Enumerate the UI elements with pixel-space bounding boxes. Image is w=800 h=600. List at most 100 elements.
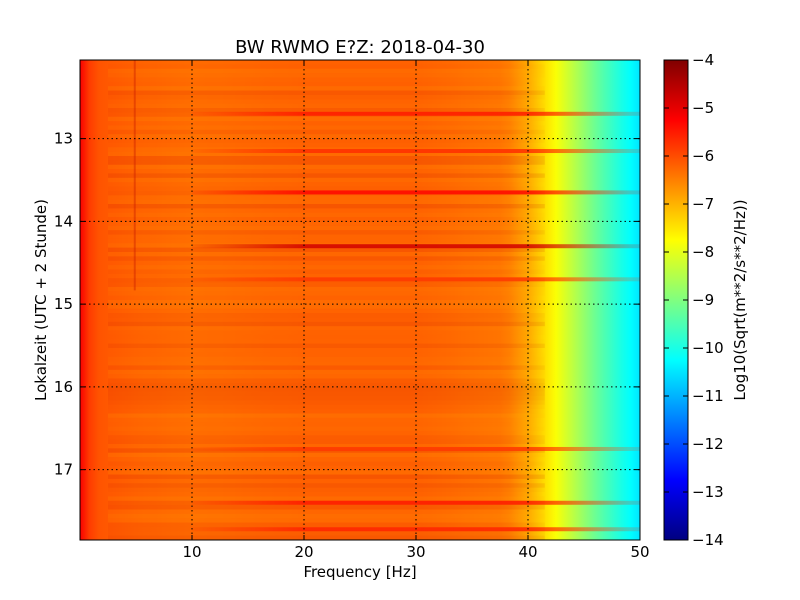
spectrogram-row [108, 99, 545, 103]
spectrogram-row [108, 479, 545, 483]
spectrogram-row [108, 444, 545, 449]
spectrogram-row [108, 95, 545, 99]
spectrogram-row [108, 282, 545, 287]
spectrogram-row [108, 139, 545, 143]
x-tick-label: 10 [182, 543, 201, 561]
colorbar-tick-label: −14 [692, 531, 724, 549]
spectrogram-row [108, 535, 545, 540]
spectrogram-row [108, 151, 545, 156]
spectrogram-row [108, 269, 545, 273]
colorbar-tick-label: −9 [692, 291, 714, 309]
spectrogram-row [108, 103, 545, 108]
spectrogram-row [108, 156, 545, 161]
x-tick-label: 30 [406, 543, 425, 561]
y-tick-label: 14 [54, 212, 73, 230]
spectrogram-row [108, 522, 545, 527]
spectrogram-band [192, 244, 640, 249]
spectrogram-row [108, 160, 545, 165]
colorbar-tick-label: −7 [692, 195, 714, 213]
spectrogram-row [108, 291, 545, 296]
spectrogram-row [108, 195, 545, 200]
spectrogram-row [108, 431, 545, 435]
spectrogram-row [108, 452, 545, 458]
spectrogram-row [108, 426, 545, 431]
x-tick-label: 40 [518, 543, 537, 561]
spectrogram-row [108, 221, 545, 226]
spectrogram-row [108, 378, 545, 383]
spectrogram-row [108, 225, 545, 231]
colorbar-ticks: −4 −5 −6 −7 −8 −9 −10 −11 −12 −13 −14 [664, 51, 724, 549]
y-tick-label: 17 [54, 461, 73, 479]
spectrogram-background [80, 60, 640, 540]
spectrogram-row [108, 417, 545, 423]
colorbar-tick-label: −6 [692, 147, 714, 165]
colorbar-tick-label: −11 [692, 387, 724, 405]
spectrogram-streak [133, 60, 136, 291]
spectrogram-row [108, 64, 545, 68]
spectrogram-row [108, 331, 545, 335]
spectrogram-row [108, 404, 545, 410]
spectrogram-row [108, 60, 545, 64]
spectrogram-row [108, 317, 545, 322]
chart-title: BW RWMO E?Z: 2018-04-30 [235, 37, 485, 58]
spectrogram-row [108, 143, 545, 147]
spectrogram-row [108, 304, 545, 309]
spectrogram-row [108, 439, 545, 444]
spectrogram-row [108, 169, 545, 173]
spectrogram-row [108, 199, 545, 204]
grid-lines [80, 60, 640, 540]
x-axis-label: Frequency [Hz] [303, 563, 416, 581]
spectrogram-row [108, 509, 545, 514]
spectrogram-row [108, 230, 545, 235]
spectrogram-row [108, 518, 545, 523]
spectrogram-row [108, 326, 545, 331]
y-tick-label: 16 [54, 378, 73, 396]
spectrogram-row [108, 466, 545, 470]
spectrogram-row [108, 116, 545, 122]
plot-frame [79, 59, 641, 541]
spectrogram-row [108, 343, 545, 348]
spectrogram-row [108, 134, 545, 139]
spectrogram-row [108, 365, 545, 370]
y-tick-label: 13 [54, 130, 73, 148]
spectrogram-row [108, 492, 545, 496]
spectrogram-row [108, 435, 545, 440]
y-axis-label: Lokalzeit (UTC + 2 Stunde) [32, 199, 50, 401]
spectrogram-row [108, 286, 545, 292]
spectrogram-row [108, 173, 545, 178]
spectrogram-row [108, 68, 545, 74]
spectrogram-row [108, 217, 545, 221]
spectrogram-row [108, 335, 545, 339]
spectrogram-row [108, 187, 545, 191]
spectrogram-row [108, 382, 545, 388]
x-tick-label: 50 [630, 543, 649, 561]
spectrogram-row [108, 409, 545, 413]
spectrogram-row [108, 73, 545, 78]
spectrogram-row [108, 374, 545, 379]
spectrogram-row [108, 212, 545, 218]
spectrogram-row [108, 496, 545, 501]
spectrogram-row [108, 474, 545, 479]
colorbar-tick-label: −10 [692, 339, 724, 357]
spectrogram-row [108, 77, 545, 81]
colorbar-tick-label: −8 [692, 243, 714, 261]
spectrogram-band [192, 111, 640, 116]
plot-area [79, 59, 641, 541]
spectrogram-row [108, 396, 545, 401]
spectrogram-row [108, 457, 545, 462]
spectrogram-row [108, 208, 545, 212]
spectrogram-row [108, 204, 545, 209]
spectrogram-row [108, 296, 545, 300]
spectrogram-row [108, 470, 545, 475]
spectrogram-row [108, 513, 545, 519]
spectrogram-row [108, 125, 545, 130]
spectrogram-row [108, 422, 545, 427]
spectrogram-row [108, 313, 545, 318]
spectrogram-row [108, 369, 545, 375]
colorbar-tick-label: −4 [692, 51, 714, 69]
spectrogram-row [108, 321, 545, 327]
spectrogram-row [108, 182, 545, 186]
spectrogram-row [108, 531, 545, 536]
